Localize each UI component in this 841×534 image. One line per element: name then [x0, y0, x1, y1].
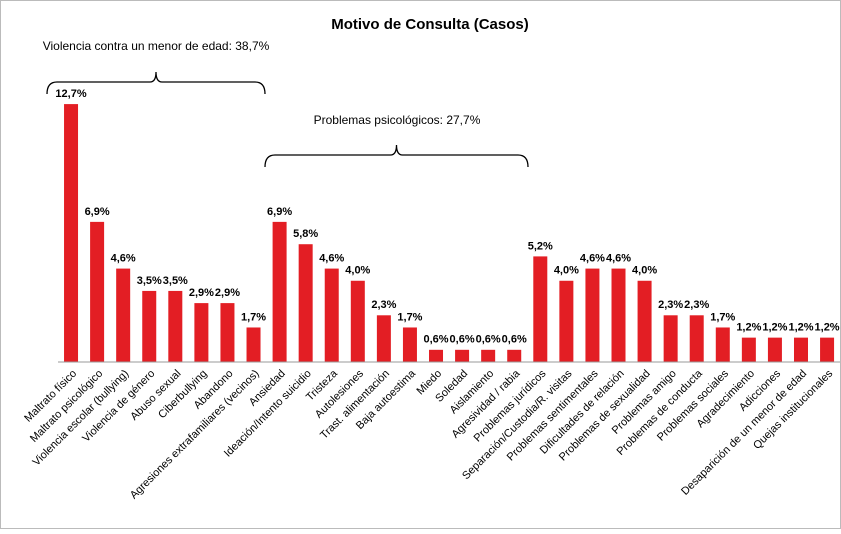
bar — [559, 280, 574, 362]
value-label: 4,0% — [345, 265, 370, 277]
value-label: 1,7% — [241, 311, 266, 323]
bar — [533, 256, 548, 362]
value-label: 2,9% — [215, 287, 240, 299]
bar — [689, 315, 704, 362]
value-label: 3,5% — [163, 275, 188, 287]
value-label: 0,6% — [423, 334, 448, 346]
bar — [793, 337, 808, 362]
bar — [116, 268, 131, 362]
value-label: 1,7% — [710, 311, 735, 323]
value-label: 1,7% — [397, 311, 422, 323]
value-label: 4,6% — [580, 252, 605, 264]
bar — [715, 327, 730, 362]
value-label: 4,6% — [319, 252, 344, 264]
bar — [611, 268, 626, 362]
bar — [350, 280, 365, 362]
value-label: 4,0% — [554, 265, 579, 277]
bar — [820, 337, 835, 362]
bar — [272, 221, 287, 362]
value-label: 6,9% — [85, 206, 110, 218]
value-label: 3,5% — [137, 275, 162, 287]
bar — [741, 337, 756, 362]
value-label: 5,8% — [293, 228, 318, 240]
bar — [455, 349, 470, 362]
value-label: 4,6% — [606, 252, 631, 264]
bar — [220, 303, 235, 362]
annotation: Violencia contra un menor de edad: 38,7% — [43, 39, 270, 53]
bar — [246, 327, 261, 362]
value-label: 1,2% — [762, 322, 787, 334]
value-label: 0,6% — [476, 334, 501, 346]
bar — [507, 349, 522, 362]
value-label: 2,3% — [371, 299, 396, 311]
bar — [429, 349, 444, 362]
bar — [402, 327, 417, 362]
value-label: 5,2% — [528, 240, 553, 252]
value-label: 12,7% — [55, 88, 86, 100]
value-label: 4,6% — [111, 252, 136, 264]
bar — [324, 268, 339, 362]
value-label: 0,6% — [502, 334, 527, 346]
bracket — [46, 71, 266, 95]
value-label: 6,9% — [267, 206, 292, 218]
bar — [663, 315, 678, 362]
bar — [481, 349, 496, 362]
value-label: 2,3% — [658, 299, 683, 311]
chart-title: Motivo de Consulta (Casos) — [331, 16, 529, 33]
value-label: 2,9% — [189, 287, 214, 299]
annotation: Problemas psicológicos: 27,7% — [314, 113, 481, 127]
value-label: 2,3% — [684, 299, 709, 311]
bar — [64, 104, 79, 362]
bar — [90, 221, 105, 362]
bar — [376, 315, 391, 362]
bar — [298, 244, 313, 362]
bar — [585, 268, 600, 362]
value-label: 1,2% — [815, 322, 840, 334]
bar — [637, 280, 652, 362]
value-label: 1,2% — [736, 322, 761, 334]
bar — [767, 337, 782, 362]
value-label: 4,0% — [632, 265, 657, 277]
bracket — [264, 144, 529, 168]
bar — [194, 303, 209, 362]
bar — [142, 290, 157, 362]
value-label: 1,2% — [788, 322, 813, 334]
value-label: 0,6% — [450, 334, 475, 346]
bar — [168, 290, 183, 362]
